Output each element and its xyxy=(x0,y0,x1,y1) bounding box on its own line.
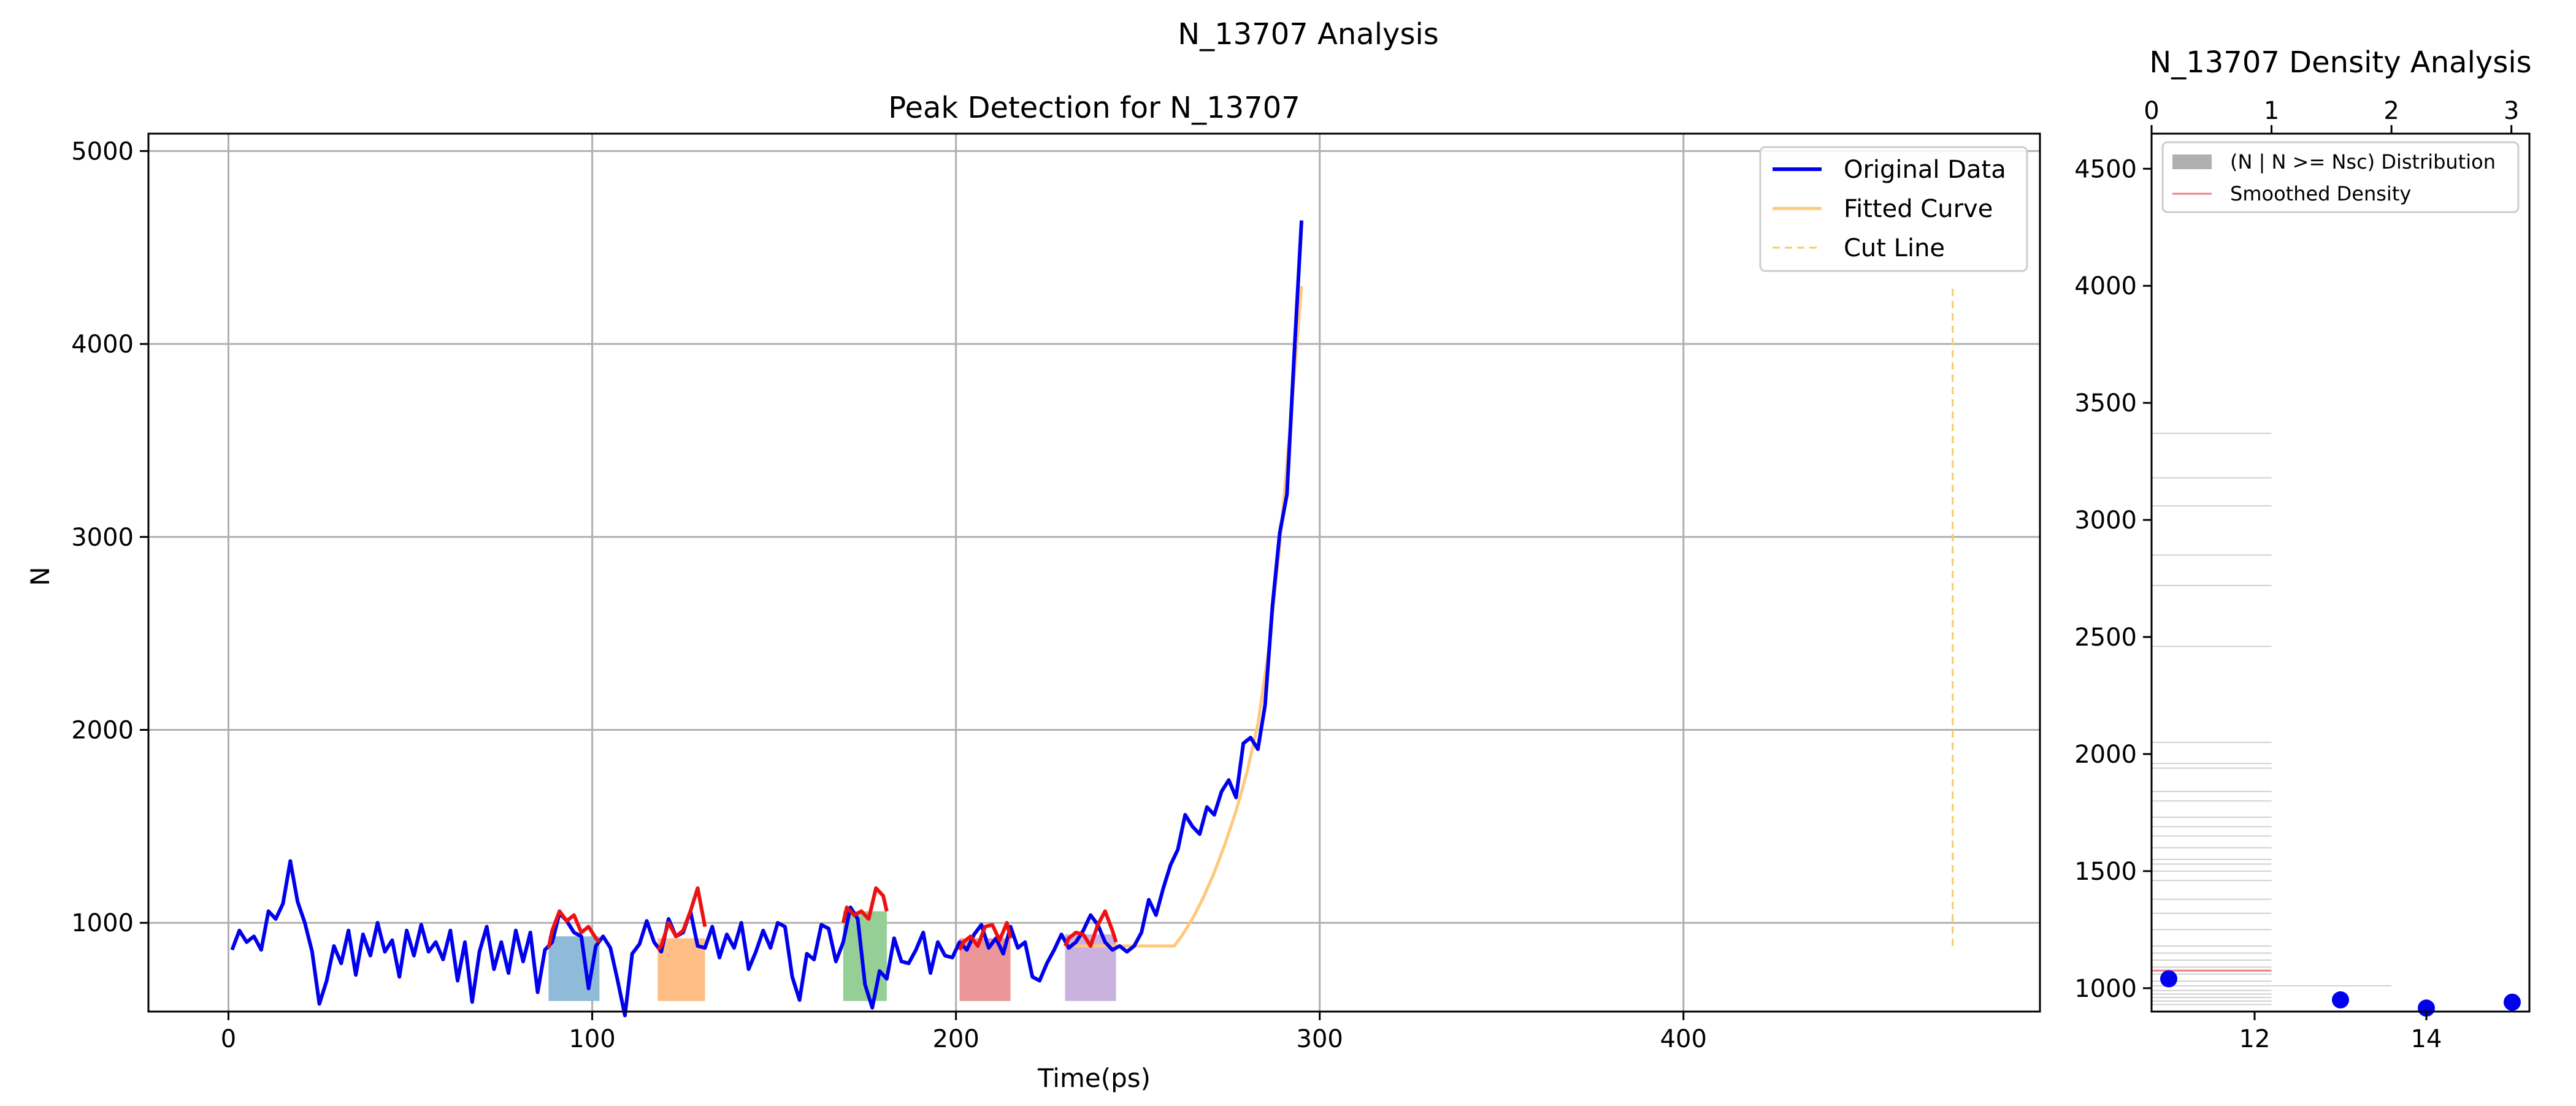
y-tick-label: 3000 xyxy=(71,524,134,552)
density-top-x-ticks: 0 1 2 3 xyxy=(2144,97,2519,134)
main-axes-frame xyxy=(147,132,2041,1013)
density-y-ticks: 1000 1500 2000 2500 3000 3500 4000 4500 xyxy=(2074,155,2152,1003)
top-x-tick-label: 1 xyxy=(2264,97,2279,125)
x-tick-label: 300 xyxy=(1297,1025,1343,1053)
bottom-x-tick-label: 14 xyxy=(2411,1025,2442,1053)
legend-label-original: Original Data xyxy=(1844,156,2006,184)
main-legend-box xyxy=(1759,146,2028,272)
density-y-tick-label: 4000 xyxy=(2074,272,2137,300)
peak-region-2 xyxy=(657,938,705,1001)
y-tick-label: 4000 xyxy=(71,330,134,359)
density-points xyxy=(2160,970,2521,1017)
density-legend-swatch-hist xyxy=(2172,154,2212,169)
peak-line-3 xyxy=(841,886,889,923)
top-x-tick-label: 0 xyxy=(2144,97,2159,125)
density-point xyxy=(2504,993,2521,1011)
density-y-tick-label: 2000 xyxy=(2074,741,2137,769)
density-y-tick-label: 1000 xyxy=(2074,975,2137,1003)
x-tick-label: 100 xyxy=(569,1025,615,1053)
legend-label-cut: Cut Line xyxy=(1844,234,1945,262)
x-tick-label: 0 xyxy=(221,1025,236,1053)
density-legend-label-hist: (N | N >= Nsc) Distribution xyxy=(2230,150,2496,174)
density-bottom-x-ticks: 12 14 xyxy=(2239,1012,2442,1053)
main-y-axis-label: N xyxy=(25,566,55,585)
main-x-axis-label: Time(ps) xyxy=(1037,1063,1151,1093)
density-y-tick-label: 2500 xyxy=(2074,624,2137,652)
top-x-tick-label: 2 xyxy=(2383,97,2399,125)
density-histogram xyxy=(2152,432,2392,1005)
density-point xyxy=(2160,970,2177,988)
y-tick-label: 2000 xyxy=(71,717,134,745)
peak-line-4 xyxy=(957,921,1013,951)
legend-label-fitted: Fitted Curve xyxy=(1844,195,1993,223)
original-data-line xyxy=(230,220,1304,1018)
peak-line-5 xyxy=(1063,909,1118,948)
top-x-tick-label: 3 xyxy=(2504,97,2519,125)
main-legend: Original Data Fitted Curve Cut Line xyxy=(1759,146,2028,272)
density-legend: (N | N >= Nsc) Distribution Smoothed Den… xyxy=(2161,141,2520,213)
peak-line-1 xyxy=(546,909,601,948)
density-axes-frame xyxy=(2150,132,2531,1013)
density-title: N_13707 Density Analysis xyxy=(2149,45,2531,80)
main-panel: 0 100 200 300 400 1000 2000 3000 4000 5000 Peak … xyxy=(25,91,2041,1093)
density-y-tick-label: 3000 xyxy=(2074,506,2137,535)
y-tick-label: 5000 xyxy=(71,137,134,166)
main-series xyxy=(230,220,1954,1018)
x-tick-label: 200 xyxy=(932,1025,979,1053)
bottom-x-tick-label: 12 xyxy=(2239,1025,2271,1053)
density-legend-box xyxy=(2161,141,2520,213)
y-tick-label: 1000 xyxy=(71,909,134,937)
density-legend-label-density: Smoothed Density xyxy=(2230,182,2411,205)
density-y-tick-label: 1500 xyxy=(2074,858,2137,886)
main-y-ticks: 1000 2000 3000 4000 5000 xyxy=(71,137,148,937)
figure-suptitle: N_13707 Analysis xyxy=(1178,17,1439,51)
peak-line-2 xyxy=(656,886,707,952)
main-title: Peak Detection for N_13707 xyxy=(888,91,1300,125)
x-tick-label: 400 xyxy=(1660,1025,1707,1053)
density-point xyxy=(2332,991,2349,1009)
density-y-tick-label: 4500 xyxy=(2074,155,2137,183)
density-y-tick-label: 3500 xyxy=(2074,389,2137,418)
main-x-ticks: 0 100 200 300 400 xyxy=(221,1012,1707,1053)
